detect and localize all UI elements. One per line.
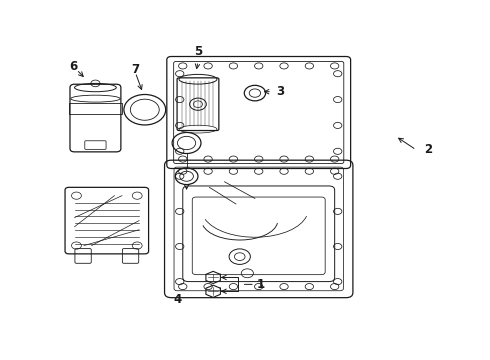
Text: 2: 2: [424, 143, 432, 157]
Text: 7: 7: [131, 63, 140, 76]
Text: 5: 5: [194, 45, 202, 58]
Text: 1: 1: [257, 278, 265, 291]
Text: 4: 4: [173, 293, 181, 306]
Text: 6: 6: [69, 60, 77, 73]
Circle shape: [190, 98, 206, 110]
Text: 3: 3: [276, 85, 284, 98]
